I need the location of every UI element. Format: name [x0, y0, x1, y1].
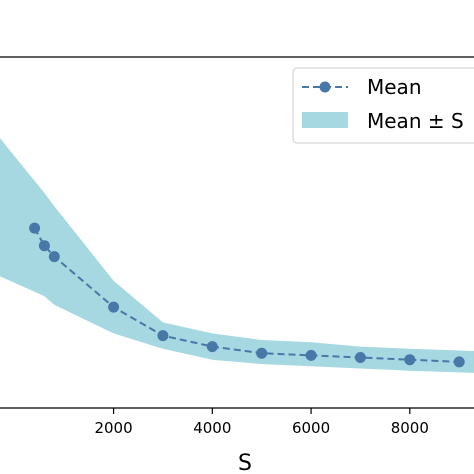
mean-point: [29, 222, 41, 234]
legend: Mean Mean ± S: [292, 67, 474, 144]
mean-point: [38, 240, 50, 252]
legend-band-swatch: [302, 112, 348, 128]
mean-point: [354, 352, 366, 363]
mean-point: [404, 354, 416, 366]
mean-point: [157, 330, 169, 342]
mean-point: [206, 341, 218, 353]
x-tick-label: 8000: [391, 419, 429, 437]
x-tick-label: 2000: [94, 419, 132, 437]
legend-label-mean: Mean: [367, 75, 422, 99]
std-band: [0, 138, 474, 373]
x-axis-label: S: [238, 451, 252, 474]
mean-point: [108, 301, 120, 313]
mean-point: [256, 347, 268, 359]
x-tick-layer: 2000 4000 6000 8000: [94, 408, 429, 437]
mean-markers-layer: [29, 222, 465, 368]
legend-mean-marker-swatch: [319, 81, 331, 93]
std-band-layer: [0, 138, 474, 373]
axes: [0, 56, 474, 409]
x-tick-label: 4000: [193, 419, 231, 437]
x-tick-label: 6000: [292, 419, 330, 437]
mean-point: [453, 356, 465, 368]
mean-point: [305, 349, 317, 361]
legend-label-band: Mean ± S: [367, 109, 464, 133]
mean-point: [48, 251, 60, 263]
